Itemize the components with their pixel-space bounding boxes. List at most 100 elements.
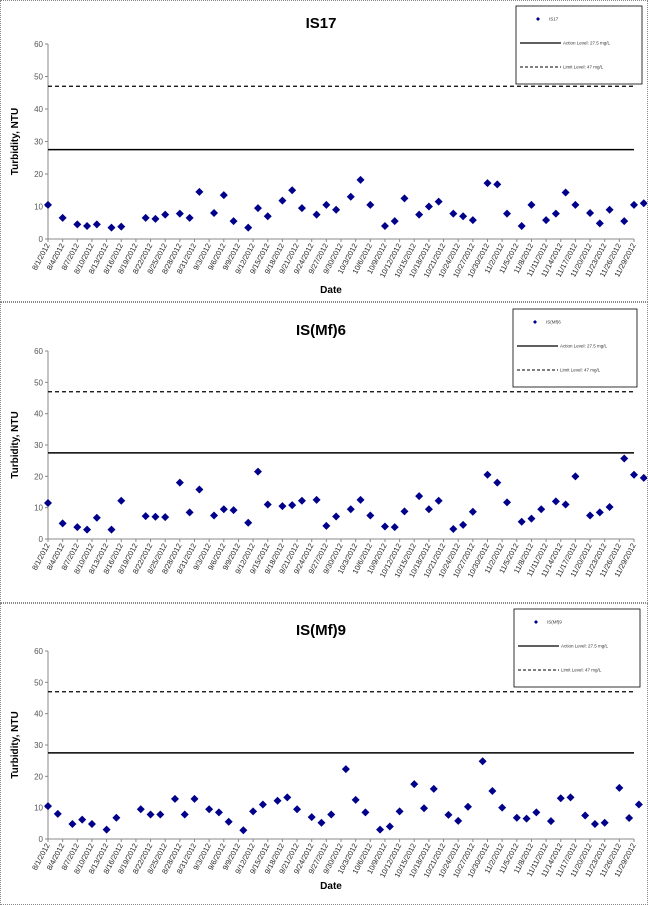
data-point	[434, 197, 443, 206]
data-point	[83, 525, 92, 534]
data-point	[288, 186, 297, 195]
chart-is17: IS1701020304050608/1/20128/4/20128/7/201…	[10, 5, 647, 296]
data-point	[581, 811, 590, 820]
data-point	[229, 217, 238, 226]
legend-marker	[534, 620, 538, 624]
data-point	[517, 517, 526, 526]
data-point	[551, 209, 560, 218]
data-point	[400, 507, 409, 516]
data-point	[434, 496, 443, 505]
chart-title: IS17	[306, 15, 337, 32]
data-point	[322, 521, 331, 530]
y-axis-label: Turbidity, NTU	[10, 108, 21, 175]
data-point	[58, 213, 67, 222]
data-point	[356, 175, 365, 184]
data-point	[87, 819, 96, 828]
y-tick-label: 10	[34, 804, 43, 813]
data-point	[283, 793, 292, 802]
data-point	[346, 505, 355, 514]
data-point	[537, 505, 546, 514]
legend-series-label: IS(Mf)6	[546, 320, 561, 325]
legend-action-label: Action Level: 27.5 mg/L	[563, 41, 611, 46]
data-point	[483, 470, 492, 479]
data-point	[459, 520, 468, 529]
y-tick-label: 0	[39, 235, 44, 244]
data-point	[92, 513, 101, 522]
data-point	[468, 507, 477, 516]
data-point	[571, 472, 580, 481]
legend-limit-label: Limit Level: 47 mg/L	[563, 65, 604, 70]
data-point	[639, 199, 647, 208]
chart-title: IS(Mf)6	[296, 322, 346, 339]
data-point	[571, 200, 580, 209]
data-point	[83, 222, 92, 230]
data-point	[239, 826, 248, 835]
data-point	[449, 524, 458, 533]
legend-limit-label: Limit Level: 47 mg/L	[560, 368, 601, 373]
y-tick-label: 20	[34, 772, 43, 781]
data-point	[151, 214, 160, 223]
y-tick-label: 60	[34, 647, 43, 656]
data-point	[454, 816, 463, 825]
data-point	[244, 223, 253, 232]
data-point	[78, 815, 87, 824]
data-point	[141, 512, 150, 521]
data-point	[146, 810, 155, 819]
data-point	[332, 205, 341, 214]
data-point	[488, 787, 497, 796]
y-axis-label: Turbidity, NTU	[10, 411, 21, 478]
data-point	[170, 794, 179, 803]
data-point	[468, 216, 477, 225]
data-point	[92, 220, 101, 229]
data-point	[327, 810, 336, 819]
data-point	[595, 219, 604, 228]
y-tick-label: 50	[34, 73, 43, 82]
data-point	[390, 217, 399, 226]
data-point	[595, 508, 604, 517]
chart-title: IS(Mf)9	[296, 622, 346, 639]
data-point	[395, 807, 404, 816]
data-point	[634, 800, 643, 809]
data-point	[493, 180, 502, 189]
data-point	[53, 809, 62, 818]
data-point	[346, 192, 355, 201]
data-point	[112, 813, 121, 822]
legend-limit-label: Limit Level: 47 mg/L	[561, 668, 602, 673]
data-point	[503, 498, 512, 507]
data-point	[161, 513, 170, 522]
data-point	[376, 825, 385, 834]
data-point	[68, 819, 77, 828]
data-point	[288, 501, 297, 510]
data-point	[322, 200, 331, 209]
data-point	[522, 814, 531, 823]
data-point	[415, 210, 424, 219]
data-point	[420, 804, 429, 813]
data-point	[527, 200, 536, 209]
data-point	[210, 511, 219, 520]
data-point	[429, 784, 438, 793]
data-point	[161, 210, 170, 219]
data-point	[151, 512, 160, 521]
y-tick-label: 60	[34, 347, 43, 356]
data-point	[483, 179, 492, 188]
y-tick-label: 50	[34, 678, 43, 687]
data-point	[625, 814, 634, 823]
data-point	[424, 202, 433, 211]
y-tick-label: 10	[34, 203, 43, 212]
chart-panel-ismf9: IS(Mf)9 0 10 20 30 40 50 60 8/1/2012 8/4/2012 8/7/…	[0, 603, 648, 905]
data-point	[590, 819, 599, 828]
data-point	[190, 794, 199, 803]
data-point	[332, 512, 341, 521]
data-point	[297, 496, 306, 505]
x-axis-label: Date	[320, 881, 342, 892]
data-point	[185, 213, 194, 222]
data-point	[195, 187, 204, 196]
data-point	[44, 802, 52, 811]
data-point	[498, 803, 507, 812]
legend-action-label: Action Level: 27.5 mg/L	[560, 344, 608, 349]
data-point	[219, 191, 228, 200]
data-point	[307, 813, 316, 822]
data-point	[180, 810, 189, 819]
data-point	[410, 780, 419, 789]
data-point	[380, 522, 389, 531]
